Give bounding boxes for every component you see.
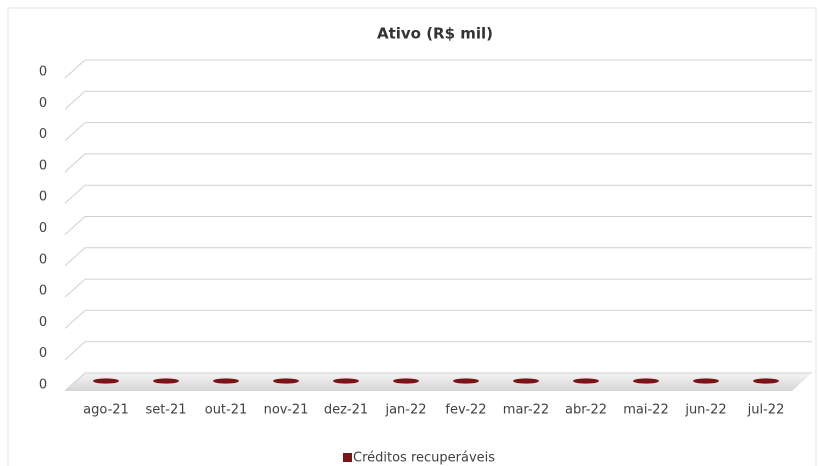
y-tick-label: 0 [39, 96, 47, 111]
y-tick-label: 0 [39, 127, 47, 142]
bar [453, 378, 479, 384]
grid-line [64, 153, 86, 173]
x-tick-label: nov-21 [264, 403, 309, 418]
grid-line [64, 310, 86, 329]
bar [393, 378, 419, 384]
y-tick-label: 0 [39, 221, 47, 236]
y-tick-label: 0 [39, 284, 47, 299]
x-tick-label: abr-22 [565, 403, 607, 418]
grid-line [64, 372, 86, 392]
x-tick-label: out-21 [205, 403, 248, 418]
legend-marker [343, 453, 352, 462]
grid-line [64, 247, 86, 267]
legend-label: Créditos recuperáveis [353, 451, 495, 466]
bar [153, 378, 179, 384]
y-tick-label: 0 [39, 346, 47, 361]
floor [65, 373, 812, 391]
x-tick-label: mai-22 [623, 403, 668, 418]
y-tick-label: 0 [39, 378, 47, 393]
bar [513, 378, 539, 384]
bar [273, 378, 299, 384]
grid-line [64, 278, 86, 298]
grid-line [64, 59, 86, 79]
bar [333, 378, 359, 384]
bar [573, 378, 599, 384]
grid-line [64, 341, 86, 361]
y-tick-label: 0 [39, 315, 47, 330]
bar [693, 378, 719, 384]
y-tick-label: 0 [39, 190, 47, 205]
chart-title: Ativo (R$ mil) [377, 25, 493, 43]
grid-line [64, 216, 86, 235]
chart-border [7, 7, 817, 466]
bar [753, 378, 779, 384]
x-tick-label: mar-22 [503, 403, 549, 418]
x-tick-label: fev-22 [445, 403, 486, 418]
x-tick-label: jun-22 [684, 403, 726, 418]
y-tick-label: 0 [39, 158, 47, 173]
x-tick-label: ago-21 [83, 403, 129, 418]
bar [633, 378, 659, 384]
x-tick-label: set-21 [145, 403, 186, 418]
bar [213, 378, 239, 384]
x-tick-label: dez-21 [324, 403, 368, 418]
grid-line [64, 122, 86, 141]
x-tick-label: jan-22 [384, 403, 426, 418]
x-tick-label: jul-22 [747, 403, 785, 418]
y-tick-label: 0 [39, 65, 47, 80]
bar [93, 378, 119, 384]
grid-line [64, 184, 86, 204]
y-tick-label: 0 [39, 252, 47, 267]
grid-line [64, 90, 86, 110]
